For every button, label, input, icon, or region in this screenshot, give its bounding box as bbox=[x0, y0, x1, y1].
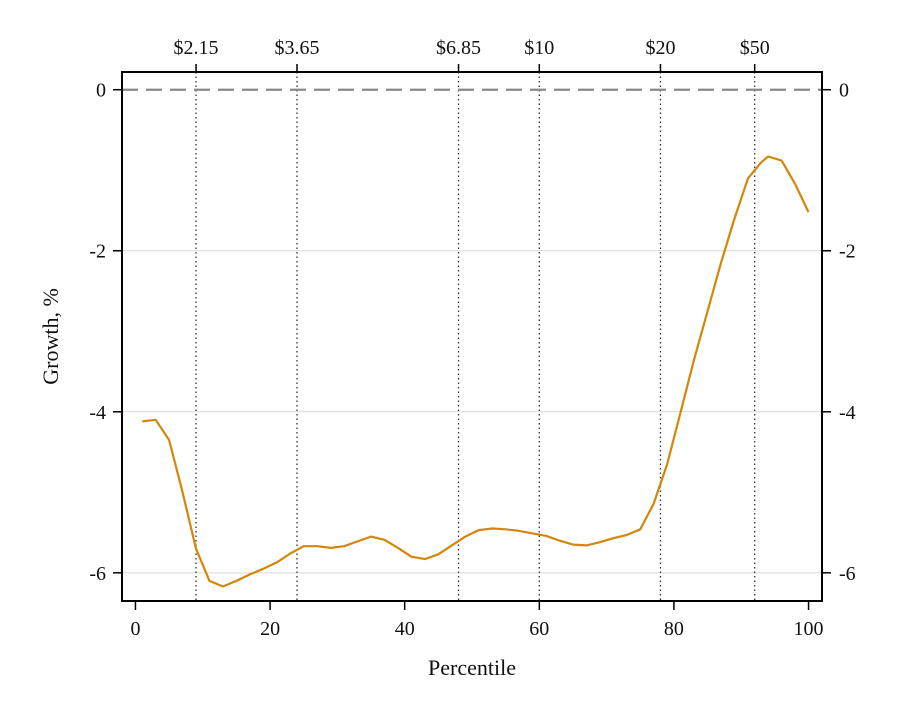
x-axis-ticks: 0 20 40 60 80 100 bbox=[130, 601, 824, 640]
x-tick-label: 20 bbox=[260, 618, 280, 640]
threshold-label: $6.85 bbox=[436, 37, 481, 59]
y-tick-label-right: -6 bbox=[839, 563, 856, 585]
threshold-labels: $2.15 $3.65 $6.85 $10 $20 $50 bbox=[174, 37, 770, 59]
poverty-line-markers bbox=[195, 64, 756, 601]
y-tick-label-right: 0 bbox=[839, 80, 849, 102]
growth-series-line bbox=[142, 155, 810, 588]
y-tick-label-right: -2 bbox=[839, 241, 856, 263]
y-axis-ticks: 0 0 -2 -2 -4 -4 -6 -6 bbox=[89, 80, 855, 585]
plot-frame bbox=[121, 71, 823, 602]
x-axis-title: Percentile bbox=[428, 655, 516, 680]
y-tick-label-right: -4 bbox=[839, 402, 856, 424]
threshold-label: $20 bbox=[645, 37, 675, 59]
x-tick-label: 100 bbox=[794, 618, 824, 640]
x-tick-label: 60 bbox=[529, 618, 549, 640]
series-lines bbox=[142, 155, 810, 588]
y-tick-label-left: -2 bbox=[89, 241, 106, 263]
threshold-label: $50 bbox=[740, 37, 770, 59]
x-tick-label: 80 bbox=[664, 618, 684, 640]
gridlines bbox=[122, 250, 822, 574]
threshold-label: $2.15 bbox=[174, 37, 219, 59]
y-tick-label-left: 0 bbox=[96, 80, 106, 102]
y-axis-title: Growth, % bbox=[38, 288, 63, 385]
x-tick-label: 0 bbox=[130, 618, 140, 640]
x-tick-label: 40 bbox=[395, 618, 415, 640]
y-tick-label-left: -6 bbox=[89, 563, 106, 585]
threshold-label: $10 bbox=[524, 37, 554, 59]
threshold-label: $3.65 bbox=[275, 37, 320, 59]
y-tick-label-left: -4 bbox=[89, 402, 106, 424]
